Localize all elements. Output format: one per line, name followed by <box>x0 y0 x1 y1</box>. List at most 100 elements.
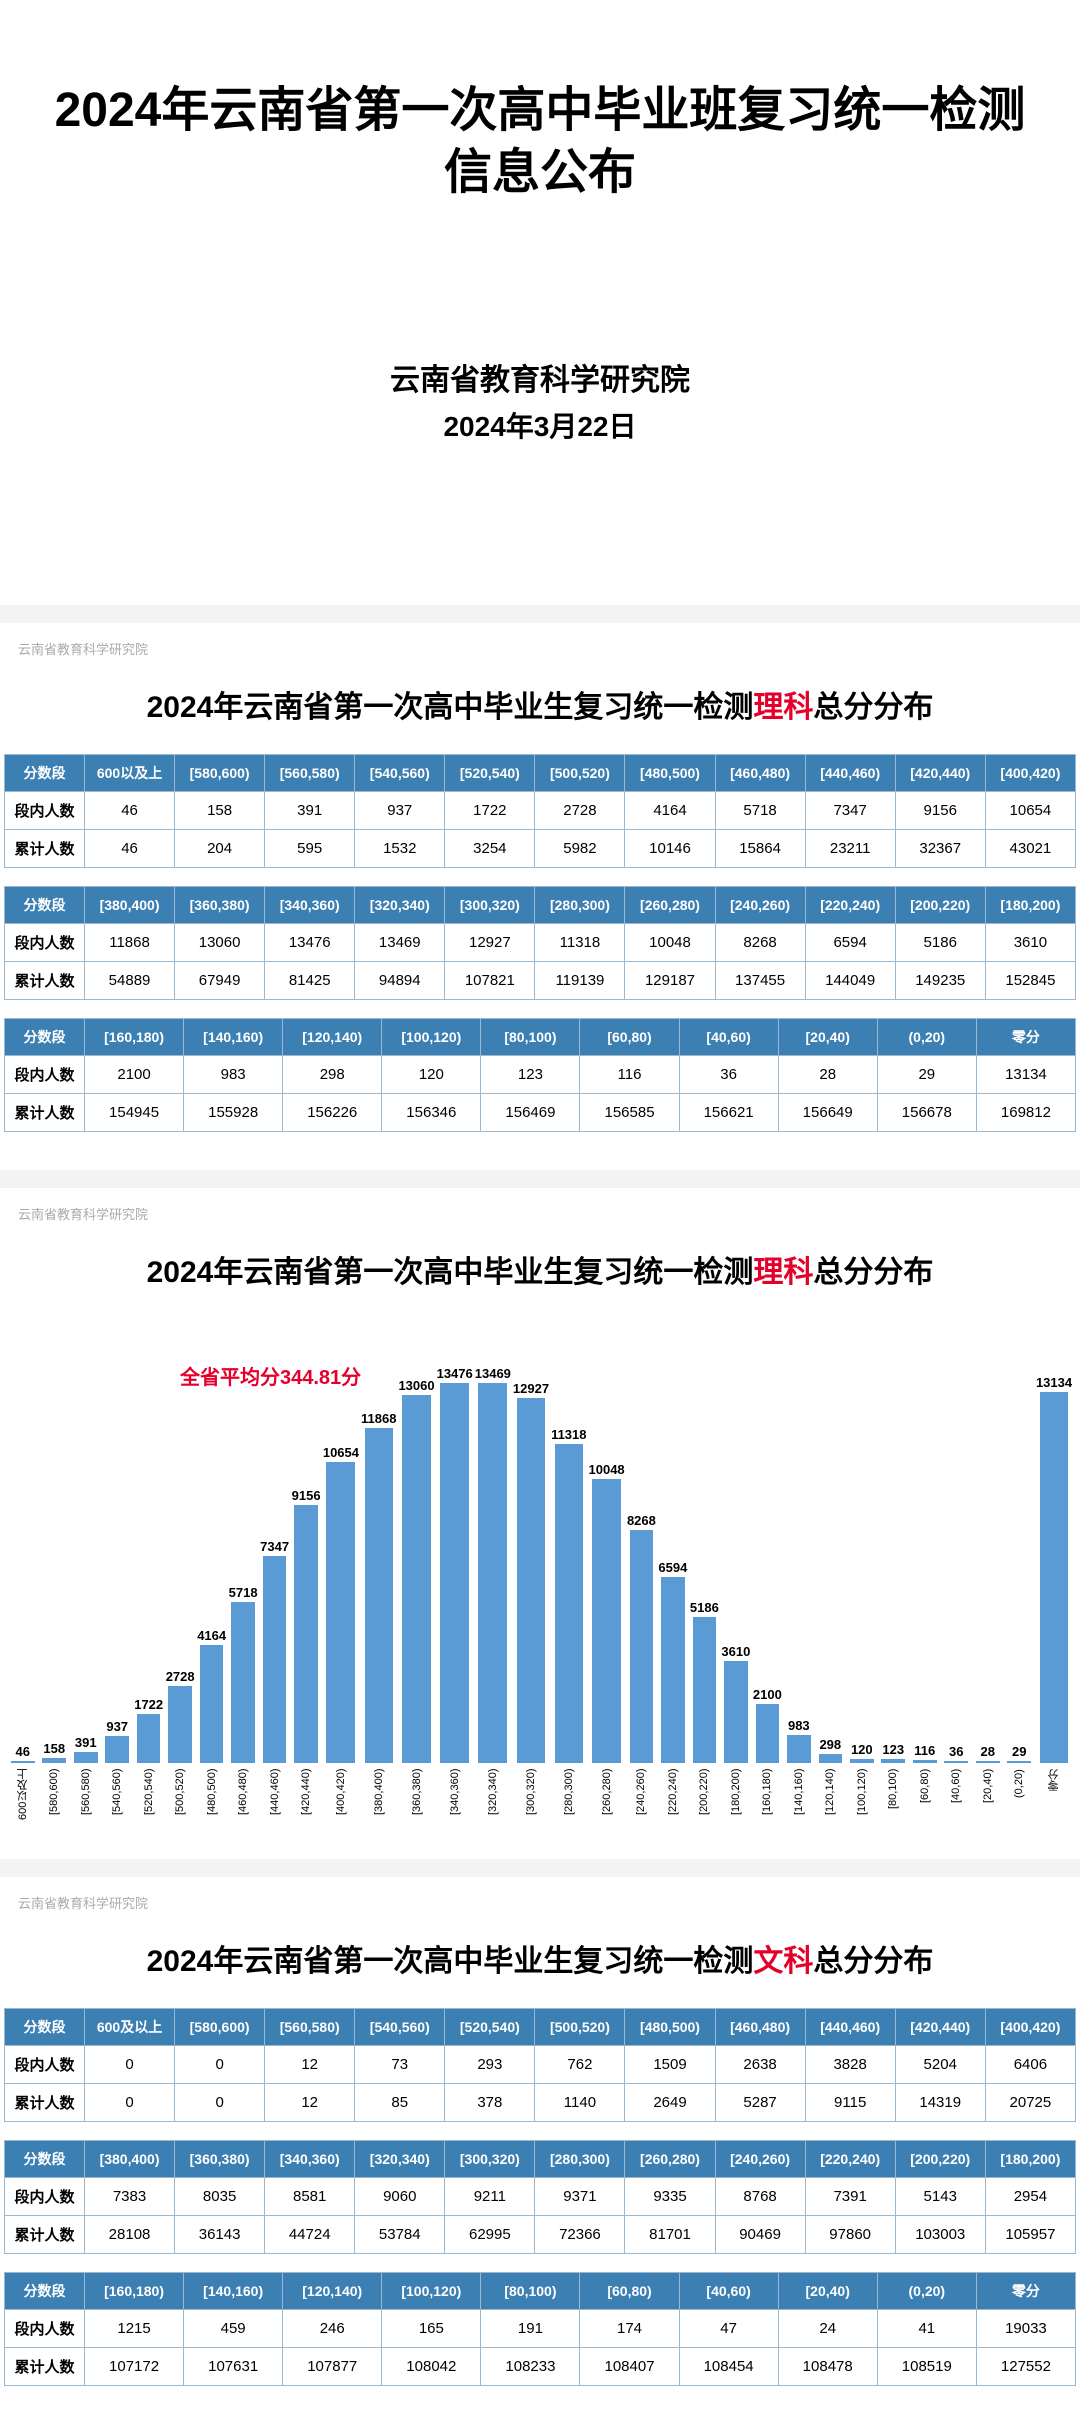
bar <box>11 1761 35 1763</box>
data-cell: 1532 <box>355 829 445 867</box>
row-label: 段内人数 <box>5 2045 85 2083</box>
data-cell: 158 <box>175 791 265 829</box>
data-cell: 24 <box>778 2309 877 2347</box>
bar-column: 5718[460,480) <box>228 1585 257 1839</box>
bar <box>592 1479 621 1762</box>
data-cell: 169812 <box>976 1093 1075 1131</box>
bar-value: 6594 <box>658 1560 687 1575</box>
row-label: 段内人数 <box>5 2309 85 2347</box>
data-cell: 165 <box>382 2309 481 2347</box>
publisher: 云南省教育科学研究院 <box>40 355 1040 399</box>
bar <box>365 1428 393 1763</box>
bar-category-label: [40,60) <box>950 1769 962 1839</box>
row-label: 累计人数 <box>5 829 85 867</box>
bar-category-label: [320,340) <box>487 1769 499 1839</box>
science-tables-section: 云南省教育科学研究院 2024年云南省第一次高中毕业生复习统一检测理科总分分布 … <box>0 623 1080 1170</box>
data-cell: 3610 <box>985 923 1075 961</box>
data-cell: 73 <box>355 2045 445 2083</box>
col-header: [40,60) <box>679 2272 778 2309</box>
data-cell: 44724 <box>265 2215 355 2253</box>
data-cell: 4164 <box>625 791 715 829</box>
bar-column: 13060[360,380) <box>398 1378 434 1839</box>
col-header: [360,380) <box>175 2140 265 2177</box>
data-cell: 13060 <box>175 923 265 961</box>
bar-value: 7347 <box>260 1539 289 1554</box>
col-header: [160,180) <box>85 1018 184 1055</box>
data-cell: 13134 <box>976 1055 1075 1093</box>
bar-value: 2100 <box>753 1687 782 1702</box>
col-header: [100,120) <box>382 1018 481 1055</box>
data-cell: 107631 <box>184 2347 283 2385</box>
bar-value: 5186 <box>690 1600 719 1615</box>
data-cell: 5186 <box>895 923 985 961</box>
bar-column: 158[580,600) <box>39 1741 68 1838</box>
col-header: [60,80) <box>580 2272 679 2309</box>
main-title: 2024年云南省第一次高中毕业班复习统一检测 信息公布 <box>40 80 1040 205</box>
bar <box>42 1758 66 1762</box>
col-header: [540,560) <box>355 2008 445 2045</box>
bar-category-label: [420,440) <box>300 1769 312 1839</box>
data-cell: 72366 <box>535 2215 625 2253</box>
bar-column: 36 [40,60) <box>942 1744 971 1839</box>
bar-category-label: [580,600) <box>48 1769 60 1839</box>
bar-column: 12927[300,320) <box>513 1381 549 1839</box>
bar-value: 36 <box>949 1744 963 1759</box>
data-cell: 174 <box>580 2309 679 2347</box>
bar <box>105 1736 129 1762</box>
bar-category-label: [380,400) <box>373 1769 385 1839</box>
col-header: [20,40) <box>778 2272 877 2309</box>
distribution-table: 分数段600以及上[580,600)[560,580)[540,560)[520… <box>4 754 1076 868</box>
col-header: 分数段 <box>5 2140 85 2177</box>
bar <box>976 1761 1000 1763</box>
bar-value: 12927 <box>513 1381 549 1396</box>
col-header: [500,520) <box>535 2008 625 2045</box>
bar-category-label: [180,200) <box>730 1769 742 1839</box>
data-cell: 23211 <box>805 829 895 867</box>
title-line-1: 2024年云南省第一次高中毕业班复习统一检测 <box>55 84 1026 137</box>
bar-column: 10048[260,280) <box>589 1462 625 1838</box>
data-cell: 46 <box>85 829 175 867</box>
bar-value: 391 <box>75 1735 97 1750</box>
bar-category-label: [240,260) <box>635 1769 647 1839</box>
data-cell: 108478 <box>778 2347 877 2385</box>
data-cell: 129187 <box>625 961 715 999</box>
data-cell: 108519 <box>877 2347 976 2385</box>
bar-column: 28[20,40) <box>973 1744 1002 1839</box>
row-label: 段内人数 <box>5 2177 85 2215</box>
data-cell: 108042 <box>382 2347 481 2385</box>
data-cell: 298 <box>283 1055 382 1093</box>
col-header: [560,580) <box>265 2008 355 2045</box>
data-cell: 28 <box>778 1055 877 1093</box>
data-cell: 1215 <box>85 2309 184 2347</box>
data-cell: 81701 <box>625 2215 715 2253</box>
col-header: [80,100) <box>481 2272 580 2309</box>
bar <box>913 1760 937 1763</box>
data-cell: 156469 <box>481 1093 580 1131</box>
data-cell: 1722 <box>445 791 535 829</box>
data-cell: 1140 <box>535 2083 625 2121</box>
col-header: [200,220) <box>895 886 985 923</box>
bar-column: 5186[200,220) <box>690 1600 719 1839</box>
data-cell: 107172 <box>85 2347 184 2385</box>
data-cell: 9156 <box>895 791 985 829</box>
data-cell: 137455 <box>715 961 805 999</box>
col-header: [340,360) <box>265 2140 355 2177</box>
col-header: [180,200) <box>985 2140 1075 2177</box>
bar-category-label: [100,120) <box>856 1769 868 1839</box>
data-cell: 5718 <box>715 791 805 829</box>
data-cell: 156678 <box>877 1093 976 1131</box>
watermark: 云南省教育科学研究院 <box>0 633 1080 664</box>
science-chart-title: 2024年云南省第一次高中毕业生复习统一检测理科总分分布 <box>0 1229 1080 1319</box>
data-cell: 5287 <box>715 2083 805 2121</box>
bar-column: 937[540,560) <box>102 1719 131 1838</box>
bar-value: 116 <box>914 1743 935 1758</box>
bar-column: 7347[440,460) <box>260 1539 289 1839</box>
bar <box>756 1704 780 1763</box>
data-cell: 43021 <box>985 829 1075 867</box>
bar-value: 13469 <box>475 1366 511 1381</box>
row-label: 累计人数 <box>5 2083 85 2121</box>
bar-value: 28 <box>980 1744 994 1759</box>
data-cell: 11868 <box>85 923 175 961</box>
col-header: 分数段 <box>5 2008 85 2045</box>
bar-value: 13134 <box>1036 1375 1072 1390</box>
